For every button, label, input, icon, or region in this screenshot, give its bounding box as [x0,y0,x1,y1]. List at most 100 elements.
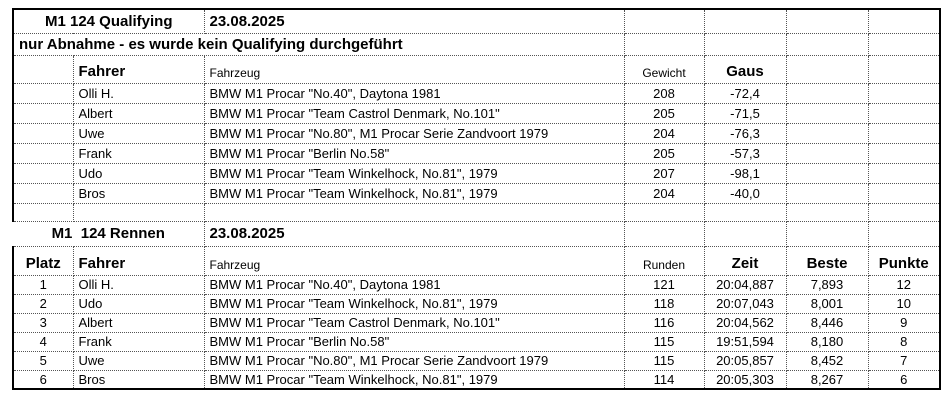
fahrzeug-cell: BMW M1 Procar "No.40", Daytona 1981 [203,274,625,295]
empty-cell [785,8,869,34]
fahrer-cell: Udo [72,162,205,184]
race-row: 3 Albert BMW M1 Procar "Team Castrol Den… [12,312,941,333]
race-header-fahrzeug: Fahrzeug [203,245,625,276]
fahrer-cell: Bros [72,369,205,390]
zeit-cell: 20:05,303 [703,369,787,390]
race-section: M1 124 Rennen 23.08.2025 Platz Fahrer Fa… [12,220,941,390]
qualifying-header-fahrer: Fahrer [72,54,205,84]
qualifying-row: Olli H. BMW M1 Procar "No.40", Daytona 1… [12,82,941,104]
empty-cell [867,102,941,124]
beste-cell: 8,452 [785,350,869,371]
race-row: 1 Olli H. BMW M1 Procar "No.40", Daytona… [12,274,941,295]
empty-cell [785,32,869,56]
race-header-platz: Platz [12,245,74,276]
runden-cell: 121 [623,274,705,295]
empty-cell [785,82,869,104]
fahrer-cell: Frank [72,331,205,352]
race-row: 5 Uwe BMW M1 Procar "No.80", M1 Procar S… [12,350,941,371]
empty-cell [623,202,705,222]
fahrzeug-cell: BMW M1 Procar "No.80", M1 Procar Serie Z… [203,350,625,371]
fahrzeug-cell: BMW M1 Procar "Team Castrol Denmark, No.… [203,312,625,333]
empty-cell [867,162,941,184]
empty-cell [623,8,705,34]
punkte-cell: 7 [867,350,941,371]
race-title: M1 124 Rennen [13,220,205,247]
gaus-cell: -98,1 [703,162,787,184]
gewicht-cell: 207 [623,162,705,184]
empty-cell [703,202,787,222]
beste-cell: 7,893 [785,274,869,295]
fahrzeug-cell: BMW M1 Procar "Berlin No.58" [203,331,625,352]
runden-cell: 115 [623,331,705,352]
qualifying-title: M1 124 Qualifying [12,8,205,34]
empty-cell [703,8,787,34]
beste-cell: 8,267 [785,369,869,390]
empty-cell [12,162,74,184]
fahrzeug-cell: BMW M1 Procar "No.80", M1 Procar Serie Z… [203,122,625,144]
platz-cell: 3 [12,312,74,333]
empty-cell [72,202,205,222]
qualifying-note: nur Abnahme - es wurde kein Qualifying d… [12,32,625,56]
race-header-punkte: Punkte [867,245,941,276]
qualifying-title-row: M1 124 Qualifying 23.08.2025 [12,8,941,34]
zeit-cell: 20:05,857 [703,350,787,371]
race-date: 23.08.2025 [203,220,625,247]
punkte-cell: 9 [867,312,941,333]
punkte-cell: 10 [867,293,941,314]
fahrer-cell: Olli H. [72,82,205,104]
spacer-row [12,202,941,222]
empty-cell [12,202,74,222]
race-title-row: M1 124 Rennen 23.08.2025 [13,220,941,247]
beste-cell: 8,180 [785,331,869,352]
fahrer-cell: Albert [72,312,205,333]
fahrzeug-cell: BMW M1 Procar "No.40", Daytona 1981 [203,82,625,104]
gewicht-cell: 208 [623,82,705,104]
qualifying-header-fahrzeug: Fahrzeug [203,54,625,84]
fahrzeug-cell: BMW M1 Procar "Team Winkelhock, No.81", … [203,369,625,390]
empty-cell [12,54,74,84]
gaus-cell: -76,3 [703,122,787,144]
gewicht-cell: 204 [623,122,705,144]
empty-cell [867,32,941,56]
empty-cell [867,220,941,247]
race-row: 4 Frank BMW M1 Procar "Berlin No.58" 115… [12,331,941,352]
empty-cell [203,202,625,222]
gewicht-cell: 205 [623,102,705,124]
gewicht-cell: 204 [623,182,705,204]
runden-cell: 116 [623,312,705,333]
fahrer-cell: Udo [72,293,205,314]
beste-cell: 8,001 [785,293,869,314]
empty-cell [703,220,787,247]
gewicht-cell: 205 [623,142,705,164]
results-sheet: M1 124 Qualifying 23.08.2025 nur Abnahme… [12,8,941,390]
qualifying-date: 23.08.2025 [203,8,625,34]
empty-cell [867,122,941,144]
gaus-cell: -40,0 [703,182,787,204]
qualifying-row: Udo BMW M1 Procar "Team Winkelhock, No.8… [12,162,941,184]
race-header-runden: Runden [623,245,705,276]
gaus-cell: -71,5 [703,102,787,124]
platz-cell: 1 [12,274,74,295]
empty-cell [867,8,941,34]
empty-cell [867,82,941,104]
platz-cell: 6 [12,369,74,390]
platz-cell: 4 [12,331,74,352]
beste-cell: 8,446 [785,312,869,333]
fahrzeug-cell: BMW M1 Procar "Team Winkelhock, No.81", … [203,182,625,204]
race-header-beste: Beste [785,245,869,276]
fahrer-cell: Bros [72,182,205,204]
fahrzeug-cell: BMW M1 Procar "Berlin No.58" [203,142,625,164]
empty-cell [623,220,705,247]
fahrer-cell: Uwe [72,350,205,371]
fahrzeug-cell: BMW M1 Procar "Team Castrol Denmark, No.… [203,102,625,124]
platz-cell: 2 [12,293,74,314]
qualifying-header-gewicht: Gewicht [623,54,705,84]
zeit-cell: 20:04,887 [703,274,787,295]
fahrer-cell: Olli H. [72,274,205,295]
empty-cell [785,220,869,247]
empty-cell [12,122,74,144]
qualifying-row: Uwe BMW M1 Procar "No.80", M1 Procar Ser… [12,122,941,144]
qualifying-row: Albert BMW M1 Procar "Team Castrol Denma… [12,102,941,124]
runden-cell: 114 [623,369,705,390]
race-header-zeit: Zeit [703,245,787,276]
